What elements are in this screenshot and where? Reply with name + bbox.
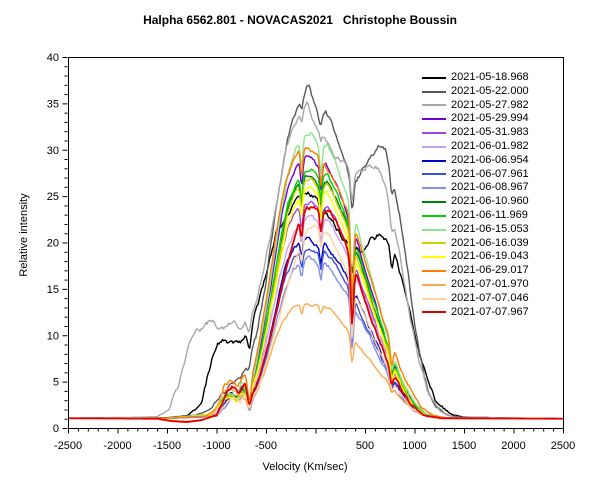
legend-item: 2021-06-06.954 xyxy=(422,154,529,168)
legend-swatch xyxy=(422,104,446,107)
y-tick-label: 35 xyxy=(47,98,59,110)
legend-label: 2021-05-18.968 xyxy=(451,71,529,83)
legend-swatch xyxy=(422,159,446,162)
legend-label: 2021-07-07.967 xyxy=(451,305,529,318)
legend-item: 2021-07-01.970 xyxy=(422,278,529,292)
legend-label: 2021-06-19.043 xyxy=(451,250,529,263)
y-axis-title: Relative intensity xyxy=(18,193,30,277)
legend-label: 2021-06-08.967 xyxy=(451,181,529,194)
legend-swatch xyxy=(422,242,446,245)
legend-item: 2021-05-27.982 xyxy=(422,99,529,113)
legend-item: 2021-05-18.968 xyxy=(422,71,529,85)
legend-label: 2021-05-27.982 xyxy=(451,98,529,111)
legend-item: 2021-07-07.967 xyxy=(422,306,529,320)
series-curve xyxy=(68,205,563,423)
y-tick-label: 10 xyxy=(47,330,59,342)
x-tick-label: 2500 xyxy=(551,440,575,452)
legend-label: 2021-05-31.983 xyxy=(451,126,529,139)
x-tick-label: -500 xyxy=(255,440,277,452)
x-tick-label: -1000 xyxy=(202,440,230,452)
series-curves xyxy=(68,84,563,424)
legend-label: 2021-06-06.954 xyxy=(451,153,529,166)
legend-item: 2021-06-08.967 xyxy=(422,181,529,195)
series-curve xyxy=(68,303,563,424)
legend-label: 2021-07-01.970 xyxy=(451,277,529,290)
legend-label: 2021-06-16.039 xyxy=(451,236,529,249)
legend-swatch xyxy=(422,214,446,217)
x-tick-label: -1500 xyxy=(153,440,181,452)
y-tick-label: 40 xyxy=(47,52,59,64)
legend-item: 2021-07-07.046 xyxy=(422,292,529,306)
legend-swatch xyxy=(422,173,446,176)
x-tick-label: 2000 xyxy=(501,440,525,452)
x-tick-label: -2000 xyxy=(103,440,131,452)
legend-label: 2021-07-07.046 xyxy=(451,291,529,304)
legend-item: 2021-06-10.960 xyxy=(422,195,529,209)
y-tick-label: 25 xyxy=(47,191,59,203)
legend-item: 2021-06-29.017 xyxy=(422,264,529,278)
legend-item: 2021-06-01.982 xyxy=(422,140,529,154)
legend-label: 2021-06-11.969 xyxy=(451,208,528,221)
legend-item: 2021-05-29.994 xyxy=(422,112,529,126)
legend-swatch xyxy=(422,90,446,93)
x-tick-label: -2500 xyxy=(54,440,82,452)
legend-swatch xyxy=(422,311,446,314)
legend-label: 2021-05-22.000 xyxy=(451,84,529,97)
legend-item: 2021-05-22.000 xyxy=(422,85,529,99)
x-tick-label: 1000 xyxy=(402,440,426,452)
y-tick-label: 20 xyxy=(47,238,59,250)
legend-swatch xyxy=(422,201,446,204)
y-tick-label: 15 xyxy=(47,284,59,296)
legend-item: 2021-05-31.983 xyxy=(422,126,529,140)
legend-swatch xyxy=(422,118,446,121)
chart-legend: 2021-05-18.968 2021-05-22.000 2021-05-27.9… xyxy=(422,71,529,319)
legend-swatch xyxy=(422,270,446,273)
y-tick-label: 30 xyxy=(47,145,59,157)
x-tick-label: 500 xyxy=(356,440,374,452)
legend-item: 2021-06-11.969 xyxy=(422,209,529,223)
legend-label: 2021-06-10.960 xyxy=(451,195,529,208)
legend-swatch xyxy=(422,283,446,286)
x-tick-label: 1500 xyxy=(452,440,476,452)
legend-swatch xyxy=(422,76,446,79)
y-tick-label: 0 xyxy=(53,423,59,435)
legend-swatch xyxy=(422,132,446,135)
legend-swatch xyxy=(422,256,446,259)
x-axis-title: Velocity (Km/sec) xyxy=(262,461,348,473)
legend-label: 2021-05-29.994 xyxy=(451,112,529,125)
legend-label: 2021-06-29.017 xyxy=(451,264,529,277)
legend-item: 2021-06-15.053 xyxy=(422,223,529,237)
legend-item: 2021-06-16.039 xyxy=(422,237,529,251)
legend-label: 2021-06-15.053 xyxy=(451,222,529,235)
legend-swatch xyxy=(422,145,446,148)
legend-item: 2021-06-19.043 xyxy=(422,250,529,264)
legend-swatch xyxy=(422,228,446,231)
legend-item: 2021-06-07.961 xyxy=(422,168,529,182)
legend-label: 2021-06-01.982 xyxy=(451,139,529,152)
legend-label: 2021-06-07.961 xyxy=(451,167,529,180)
chart-title: Halpha 6562.801 - NOVACAS2021 Christophe… xyxy=(143,13,457,27)
y-tick-label: 5 xyxy=(53,377,59,389)
legend-swatch xyxy=(422,187,446,190)
legend-swatch xyxy=(422,297,446,300)
